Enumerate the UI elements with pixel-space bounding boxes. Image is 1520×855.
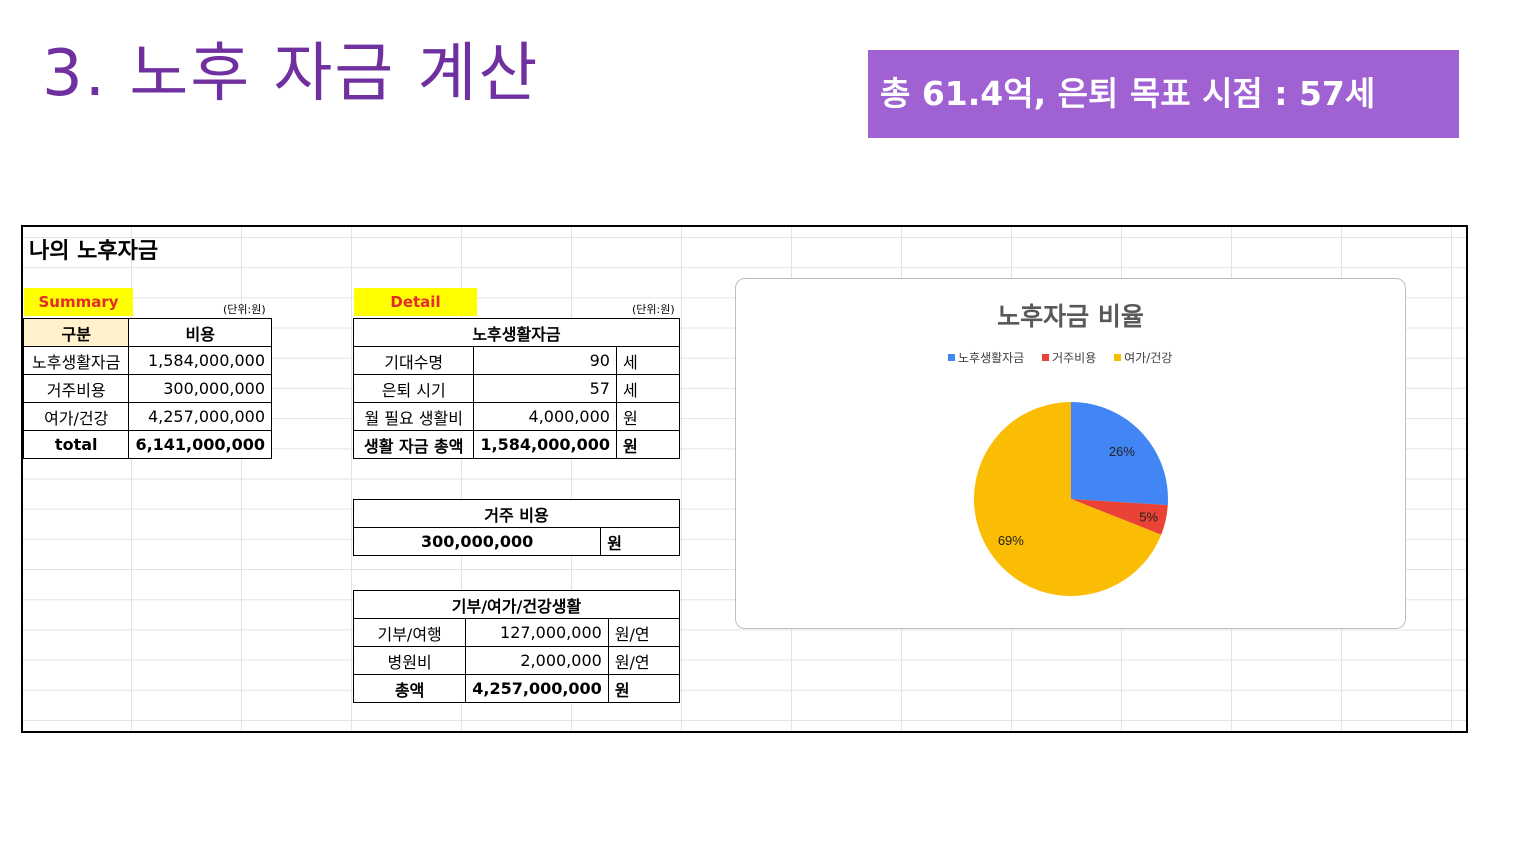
table-row: 병원비 2,000,000 원/연 [352, 646, 681, 675]
leisure-row-label[interactable]: 기부/여행 [352, 618, 467, 647]
living-row-unit[interactable]: 세 [615, 374, 681, 403]
detail-label: Detail [354, 288, 477, 316]
living-total-label[interactable]: 생활 자금 총액 [352, 430, 475, 459]
housing-table: 거주 비용 300,000,000 원 [352, 499, 680, 556]
leisure-row-unit[interactable]: 원/연 [607, 646, 681, 675]
living-row-label[interactable]: 은퇴 시기 [352, 374, 475, 403]
summary-total-value[interactable]: 6,141,000,000 [128, 430, 272, 459]
sheet-title: 나의 노후자금 [29, 239, 159, 264]
leisure-row-value[interactable]: 2,000,000 [465, 646, 609, 675]
legend-label: 거주비용 [1052, 351, 1097, 365]
leisure-header-row: 기부/여가/건강생활 [353, 590, 680, 619]
summary-banner: 총 61.4억, 은퇴 목표 시점 : 57세 [868, 50, 1459, 138]
pie-slice-3[interactable] [974, 402, 1162, 596]
chart-title: 노후자금 비율 [997, 302, 1144, 331]
pie-data-label: 26% [1109, 444, 1135, 459]
summary-row-value[interactable]: 4,257,000,000 [128, 402, 272, 431]
summary-row-label[interactable]: 여가/건강 [23, 402, 130, 431]
chart-legend: 노후생활자금 거주비용 여가/건강 [948, 349, 1186, 366]
legend-swatch [1114, 354, 1122, 361]
legend-label: 여가/건강 [1124, 351, 1173, 365]
living-row-value[interactable]: 90 [473, 346, 617, 375]
summary-header-category: 구분 [23, 318, 130, 347]
housing-value[interactable]: 300,000,000 [352, 527, 602, 556]
leisure-total-unit[interactable]: 원 [607, 674, 681, 703]
living-fund-table: 노후생활자금 기대수명 90 세 은퇴 시기 57 세 월 필요 생활비 4,0… [352, 318, 681, 459]
summary-row-value[interactable]: 300,000,000 [128, 374, 272, 403]
table-row: 기대수명 90 세 [352, 346, 681, 375]
leisure-total-value[interactable]: 4,257,000,000 [465, 674, 609, 703]
living-row-label[interactable]: 기대수명 [352, 346, 475, 375]
summary-row-value[interactable]: 1,584,000,000 [128, 346, 272, 375]
housing-unit[interactable]: 원 [600, 527, 680, 556]
legend-swatch [1042, 354, 1050, 361]
pie-chart-container[interactable]: 노후자금 비율 노후생활자금 거주비용 여가/건강 26% 5% 69% [735, 278, 1406, 629]
summary-total-row: total 6,141,000,000 [23, 430, 272, 459]
table-row: 여가/건강 4,257,000,000 [23, 402, 272, 431]
legend-swatch [948, 354, 955, 361]
table-row: 기부/여행 127,000,000 원/연 [352, 618, 681, 647]
slide-title: 3. 노후 자금 계산 [42, 37, 540, 111]
summary-header-cost: 비용 [128, 318, 272, 347]
pie-slice-2[interactable] [1071, 499, 1168, 535]
summary-unit: (단위:원) [223, 303, 266, 316]
living-row-unit[interactable]: 원 [615, 402, 681, 431]
leisure-total-row: 총액 4,257,000,000 원 [352, 674, 681, 703]
living-fund-header-row: 노후생활자금 [353, 318, 680, 347]
legend-label: 노후생활자금 [958, 351, 1025, 365]
leisure-row-unit[interactable]: 원/연 [607, 618, 681, 647]
pie-chart: 26% 5% 69% [974, 402, 1168, 596]
summary-header-row: 구분 비용 [23, 318, 272, 347]
pie-data-label: 69% [998, 533, 1024, 548]
table-row: 월 필요 생활비 4,000,000 원 [352, 402, 681, 431]
spreadsheet: 나의 노후자금 Summary (단위:원) 구분 비용 노후생활자금 1,58… [21, 225, 1468, 733]
summary-row-label[interactable]: 거주비용 [23, 374, 130, 403]
leisure-row-value[interactable]: 127,000,000 [465, 618, 609, 647]
leisure-title: 기부/여가/건강생활 [353, 590, 680, 619]
living-row-label[interactable]: 월 필요 생활비 [352, 402, 475, 431]
table-row: 은퇴 시기 57 세 [352, 374, 681, 403]
living-row-unit[interactable]: 세 [615, 346, 681, 375]
summary-table: 구분 비용 노후생활자금 1,584,000,000 거주비용 300,000,… [23, 318, 272, 459]
legend-item: 여가/건강 [1114, 351, 1172, 365]
housing-title: 거주 비용 [353, 499, 680, 528]
table-row: 300,000,000 원 [352, 527, 680, 556]
leisure-row-label[interactable]: 병원비 [352, 646, 467, 675]
pie-data-label: 5% [1139, 509, 1158, 524]
summary-label: Summary [24, 288, 133, 316]
living-total-value[interactable]: 1,584,000,000 [473, 430, 617, 459]
detail-unit: (단위:원) [632, 303, 675, 316]
leisure-total-label[interactable]: 총액 [352, 674, 467, 703]
summary-total-label[interactable]: total [23, 430, 130, 459]
summary-row-label[interactable]: 노후생활자금 [23, 346, 130, 375]
pie-slice-1[interactable] [1071, 402, 1168, 506]
living-row-value[interactable]: 57 [473, 374, 617, 403]
living-fund-title: 노후생활자금 [353, 318, 680, 347]
legend-item: 노후생활자금 [948, 351, 1024, 365]
housing-header-row: 거주 비용 [353, 499, 680, 528]
leisure-table: 기부/여가/건강생활 기부/여행 127,000,000 원/연 병원비 2,0… [352, 590, 681, 703]
table-row: 거주비용 300,000,000 [23, 374, 272, 403]
living-row-value[interactable]: 4,000,000 [473, 402, 617, 431]
living-total-row: 생활 자금 총액 1,584,000,000 원 [352, 430, 681, 459]
legend-item: 거주비용 [1042, 351, 1096, 365]
living-total-unit[interactable]: 원 [615, 430, 681, 459]
table-row: 노후생활자금 1,584,000,000 [23, 346, 272, 375]
